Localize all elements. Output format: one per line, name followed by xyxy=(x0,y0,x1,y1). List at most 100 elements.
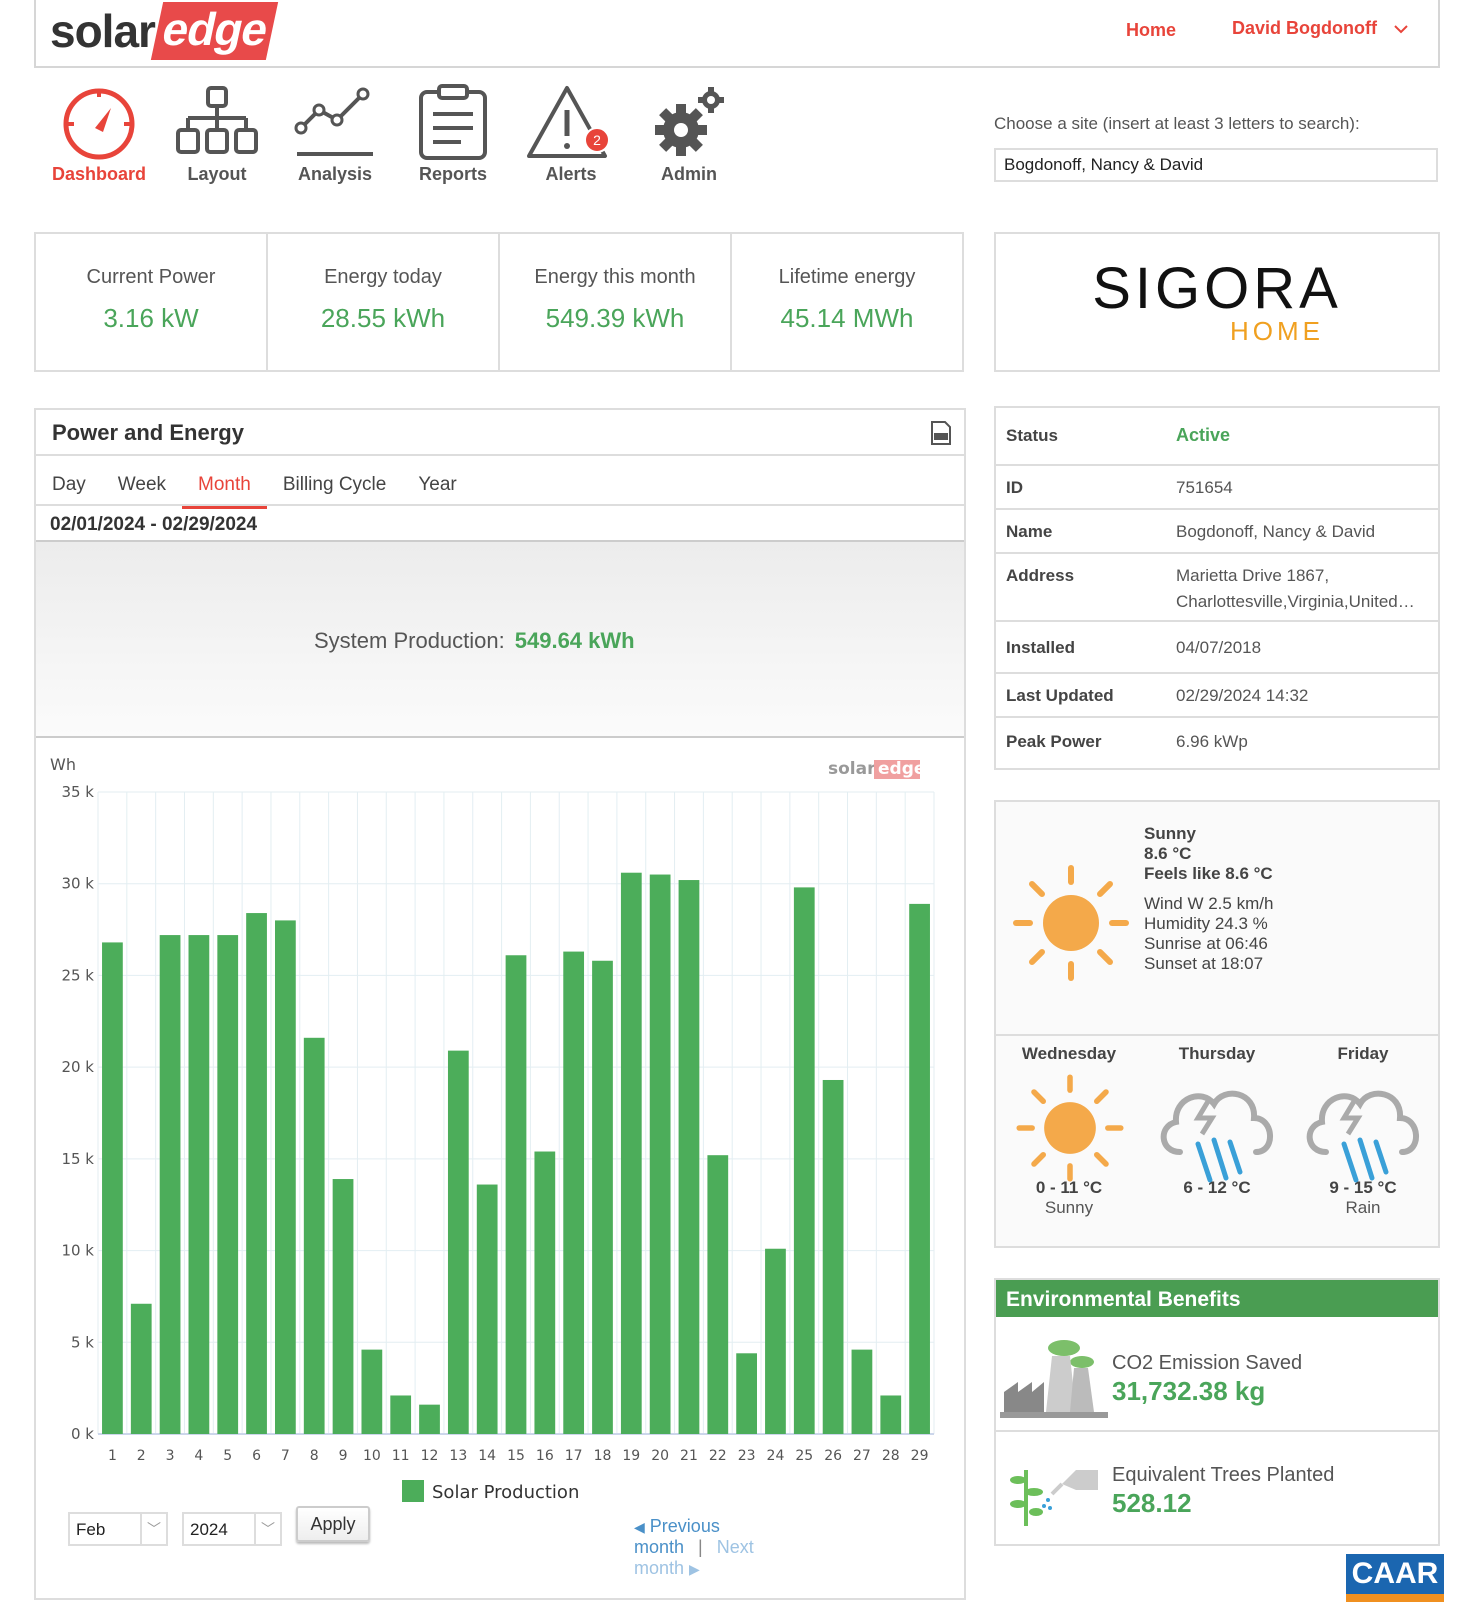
nav-analysis[interactable]: Analysis xyxy=(276,84,394,185)
kpi-value: 45.14 MWh xyxy=(780,303,914,333)
month-select-value: Feb xyxy=(76,1520,106,1539)
bar-day-14[interactable] xyxy=(476,1184,498,1434)
bar-day-29[interactable] xyxy=(909,903,930,1434)
status-value-line2: Charlottesville,Virginia,United… xyxy=(1176,592,1415,611)
period-tabs: Day Week Month Billing Cycle Year xyxy=(36,466,473,509)
bar-day-11[interactable] xyxy=(390,1395,412,1434)
bar-day-25[interactable] xyxy=(793,887,815,1434)
csv-export-icon[interactable] xyxy=(930,420,952,451)
forecast-condition: Rain xyxy=(1345,1198,1381,1217)
bar-day-23[interactable] xyxy=(736,1353,757,1434)
bar-day-10[interactable] xyxy=(361,1349,383,1434)
tab-year[interactable]: Year xyxy=(418,474,457,495)
x-tick-label: 14 xyxy=(478,1448,496,1464)
x-tick-label: 3 xyxy=(166,1448,175,1464)
nav-layout[interactable]: Layout xyxy=(158,84,276,185)
user-menu[interactable]: David Bogdonoff xyxy=(1232,18,1408,39)
status-value: 6.96 kWp xyxy=(1176,732,1248,751)
co2-label: CO2 Emission Saved xyxy=(1112,1352,1303,1374)
home-link[interactable]: Home xyxy=(1126,20,1177,40)
status-key: Installed xyxy=(1006,638,1075,657)
next-month-link[interactable]: Next month ▶ xyxy=(634,1537,754,1578)
bar-day-18[interactable] xyxy=(592,960,613,1434)
chart-watermark: solar edge xyxy=(828,759,925,779)
nav-admin[interactable]: Admin xyxy=(630,84,748,185)
production-summary: System Production: 549.64 kWh xyxy=(36,542,964,738)
bar-day-13[interactable] xyxy=(447,1050,469,1434)
environmental-benefits: Environmental Benefits CO2 Emission Save… xyxy=(994,1278,1440,1546)
tab-week[interactable]: Week xyxy=(117,474,167,495)
hierarchy-icon xyxy=(176,86,258,154)
x-tick-label: 11 xyxy=(392,1448,410,1464)
bar-day-12[interactable] xyxy=(419,1404,440,1434)
bar-day-7[interactable] xyxy=(275,920,296,1434)
nav-layout-label: Layout xyxy=(187,164,247,184)
x-tick-label: 4 xyxy=(194,1448,203,1464)
x-tick-label: 19 xyxy=(622,1448,640,1464)
date-range: 02/01/2024 - 02/29/2024 xyxy=(50,514,258,535)
env-title: Environmental Benefits xyxy=(996,1280,1438,1320)
pager-separator: | xyxy=(698,1537,703,1557)
bar-day-5[interactable] xyxy=(217,935,239,1434)
apply-button[interactable]: Apply xyxy=(296,1506,370,1542)
bar-day-21[interactable] xyxy=(678,880,700,1434)
nav-analysis-label: Analysis xyxy=(297,164,373,184)
bar-day-8[interactable] xyxy=(303,1037,325,1434)
y-tick-label: 25 k xyxy=(61,966,94,984)
x-tick-label: 17 xyxy=(565,1448,583,1464)
kpi-panel: Current Power 3.16 kW Energy today 28.55… xyxy=(34,232,964,372)
year-select[interactable]: 2024 ﹀ xyxy=(182,1512,282,1546)
nav-dashboard[interactable]: Dashboard xyxy=(40,84,158,185)
weather-sunset: Sunset at 18:07 xyxy=(1144,954,1264,973)
kpi-value: 549.39 kWh xyxy=(545,303,685,333)
status-row: Peak Power 6.96 kWp xyxy=(996,718,1438,768)
x-tick-label: 13 xyxy=(449,1448,467,1464)
x-tick-label: 1 xyxy=(108,1448,117,1464)
nav-alerts[interactable]: 2 Alerts xyxy=(512,84,630,185)
y-tick-label: 10 k xyxy=(61,1242,94,1260)
previous-month-link[interactable]: ◀ Previous month xyxy=(634,1516,720,1557)
bar-day-17[interactable] xyxy=(563,951,585,1434)
x-tick-label: 12 xyxy=(421,1448,439,1464)
bar-day-2[interactable] xyxy=(130,1303,152,1434)
bar-day-16[interactable] xyxy=(534,1151,556,1434)
x-tick-label: 20 xyxy=(651,1448,669,1464)
status-value: 04/07/2018 xyxy=(1176,638,1262,657)
tree-watering-icon xyxy=(1010,1470,1098,1526)
nav-reports[interactable]: Reports xyxy=(394,84,512,185)
month-select[interactable]: Feb ﹀ xyxy=(68,1512,168,1546)
chevron-down-icon xyxy=(1394,21,1408,39)
bar-day-22[interactable] xyxy=(707,1155,729,1434)
bar-day-15[interactable] xyxy=(505,955,527,1434)
kpi-title: Lifetime energy xyxy=(778,266,916,288)
bar-day-27[interactable] xyxy=(851,1349,873,1434)
x-tick-label: 22 xyxy=(709,1448,727,1464)
x-tick-label: 16 xyxy=(536,1448,554,1464)
tab-day[interactable]: Day xyxy=(52,474,86,495)
site-search-input[interactable] xyxy=(994,148,1438,182)
storm-rain-icon xyxy=(1160,1090,1273,1183)
chart-legend[interactable]: Solar Production xyxy=(402,1480,579,1503)
bar-day-26[interactable] xyxy=(822,1079,844,1434)
bar-day-6[interactable] xyxy=(246,913,267,1434)
bar-day-19[interactable] xyxy=(620,872,642,1434)
y-tick-label: 20 k xyxy=(61,1058,94,1076)
bar-day-28[interactable] xyxy=(880,1395,902,1434)
status-key: Peak Power xyxy=(1006,732,1102,751)
tab-billing-cycle[interactable]: Billing Cycle xyxy=(282,474,387,495)
status-row: Name Bogdonoff, Nancy & David xyxy=(996,510,1438,554)
forecast-day: Thursday 6 - 12 °C xyxy=(1144,1038,1290,1197)
bar-day-9[interactable] xyxy=(332,1179,354,1434)
tab-month[interactable]: Month xyxy=(182,466,267,509)
bar-day-3[interactable] xyxy=(159,935,181,1434)
bar-day-1[interactable] xyxy=(102,942,123,1434)
solaredge-logo[interactable]: solar edge xyxy=(50,2,279,60)
bar-day-24[interactable] xyxy=(765,1248,786,1434)
panel-title: Power and Energy xyxy=(52,420,244,445)
weather-condition: Sunny xyxy=(1144,824,1196,843)
x-tick-label: 8 xyxy=(310,1448,319,1464)
bar-day-20[interactable] xyxy=(649,874,671,1434)
bar-day-4[interactable] xyxy=(188,935,210,1434)
x-tick-label: 9 xyxy=(339,1448,348,1464)
y-tick-label: 15 k xyxy=(61,1150,94,1168)
